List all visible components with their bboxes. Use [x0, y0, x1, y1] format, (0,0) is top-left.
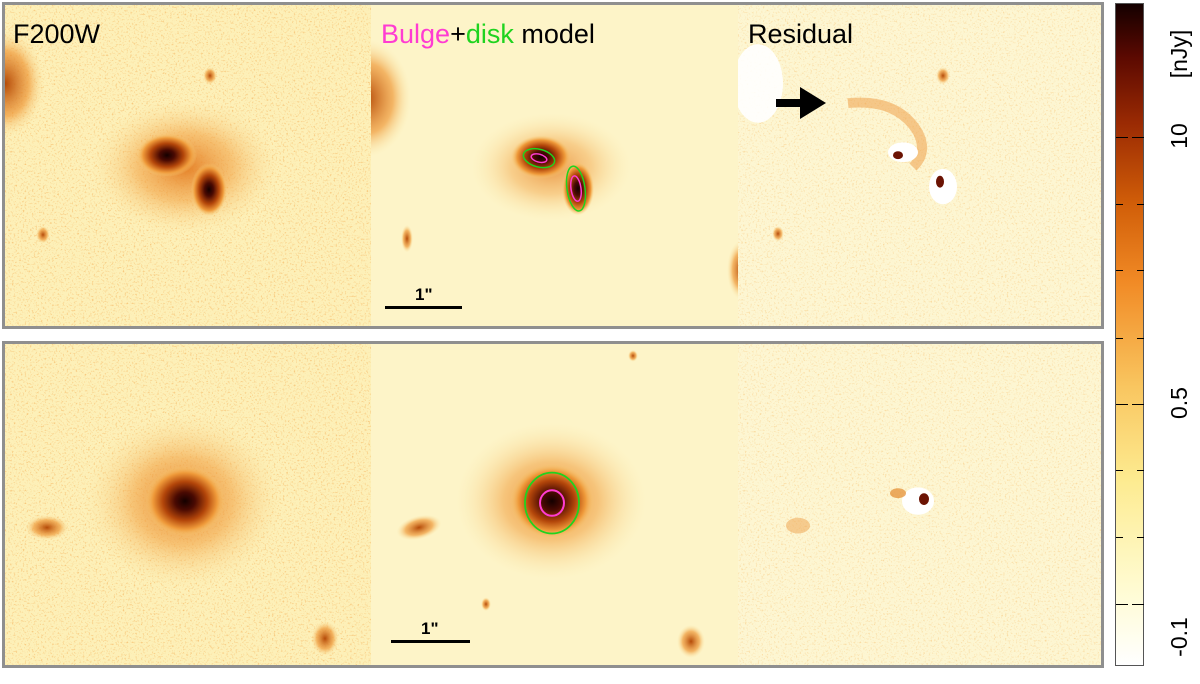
model-image-top: Bulge+disk model 1" — [371, 5, 738, 326]
scale-label-top: 1" — [415, 285, 433, 304]
colorbar-tick — [1116, 137, 1128, 138]
disk-ellipse-2 — [565, 165, 587, 212]
disk-ellipse-3 — [524, 471, 580, 535]
colorbar-tick — [1137, 470, 1144, 471]
label-bulge: Bulge — [381, 19, 451, 49]
label-plus: + — [450, 19, 466, 49]
colorbar-tick-label: 0.5 — [1166, 387, 1192, 419]
colorbar-tick — [1137, 270, 1144, 271]
colorbar-tick — [1137, 537, 1144, 538]
residual-image-bottom — [738, 344, 1101, 665]
colorbar-unit-label: [nJy] — [1166, 29, 1192, 79]
colorbar-tick — [1116, 470, 1123, 471]
colorbar — [1115, 3, 1144, 666]
model-image-bottom: 1" — [371, 344, 738, 665]
arrow-icon — [776, 87, 826, 119]
label-disk: disk — [465, 19, 514, 49]
bulge-ellipse-3 — [539, 489, 565, 517]
colorbar-tick — [1116, 204, 1123, 205]
bulge-ellipse-2 — [569, 175, 583, 202]
colorbar-tick — [1132, 404, 1144, 405]
colorbar-tick — [1116, 604, 1128, 605]
f200w-image-top: F200W — [5, 5, 371, 326]
panel-label-residual: Residual — [748, 19, 854, 49]
scale-label-bottom: 1" — [421, 619, 439, 638]
colorbar-tick — [1132, 137, 1144, 138]
label-model: model — [513, 19, 595, 49]
colorbar-tick-label: -0.1 — [1166, 617, 1192, 657]
colorbar-tick — [1116, 537, 1123, 538]
residual-image-top: Residual — [738, 5, 1101, 326]
bulge-ellipse-1 — [530, 153, 548, 164]
colorbar-tick-label: 10 — [1166, 123, 1192, 149]
panel-label-model: Bulge+disk model — [381, 19, 595, 50]
top-row: F200W Bulge+disk model 1" — [2, 2, 1104, 329]
colorbar-tick — [1132, 604, 1144, 605]
colorbar-tick — [1116, 404, 1128, 405]
colorbar-tick — [1116, 338, 1123, 339]
bottom-row: 1" — [2, 341, 1104, 668]
f200w-image-bottom — [5, 344, 371, 665]
scale-bar-top — [385, 306, 462, 309]
scale-bar-bottom — [391, 640, 470, 643]
colorbar-tick — [1137, 338, 1144, 339]
disk-ellipse-1 — [522, 147, 556, 169]
colorbar-tick — [1137, 204, 1144, 205]
panel-label-f200w: F200W — [13, 19, 101, 49]
colorbar-tick — [1116, 270, 1123, 271]
